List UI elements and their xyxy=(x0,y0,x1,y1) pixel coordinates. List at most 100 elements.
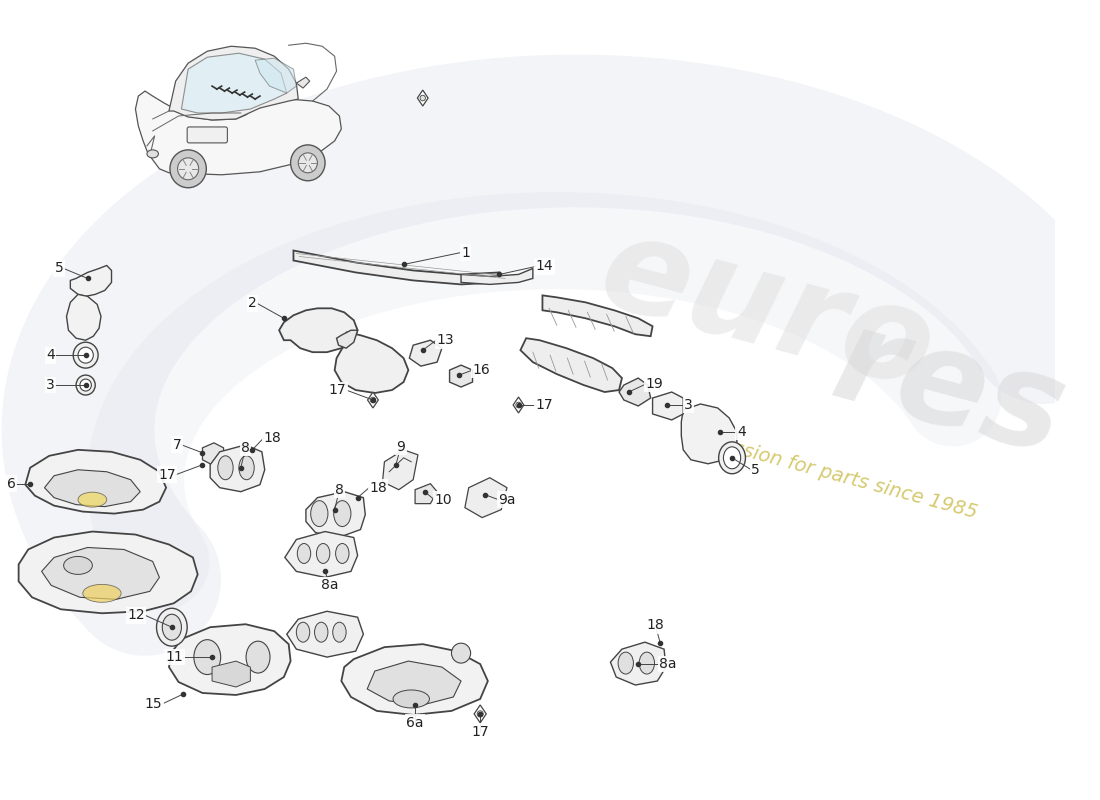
Ellipse shape xyxy=(80,379,91,391)
Text: 3: 3 xyxy=(46,378,55,392)
Polygon shape xyxy=(383,450,418,490)
Polygon shape xyxy=(285,531,358,578)
Polygon shape xyxy=(520,338,621,392)
Circle shape xyxy=(451,643,471,663)
Ellipse shape xyxy=(194,640,221,674)
Polygon shape xyxy=(182,54,287,113)
Text: 3: 3 xyxy=(684,398,693,412)
Polygon shape xyxy=(42,547,160,599)
Polygon shape xyxy=(212,661,251,687)
Ellipse shape xyxy=(246,641,270,673)
Polygon shape xyxy=(334,332,408,393)
Text: 8: 8 xyxy=(336,482,344,497)
Ellipse shape xyxy=(156,608,187,646)
Text: 17: 17 xyxy=(536,398,553,412)
Polygon shape xyxy=(409,340,442,366)
Ellipse shape xyxy=(477,710,483,717)
Text: 4: 4 xyxy=(46,348,55,362)
Ellipse shape xyxy=(239,456,254,480)
Text: 13: 13 xyxy=(437,334,454,347)
Text: 7: 7 xyxy=(173,438,182,452)
Polygon shape xyxy=(367,661,461,705)
Ellipse shape xyxy=(74,342,98,368)
Polygon shape xyxy=(417,90,428,106)
Ellipse shape xyxy=(297,543,310,563)
Text: 16: 16 xyxy=(473,363,491,377)
Text: 5: 5 xyxy=(55,262,64,275)
Text: a passion for parts since 1985: a passion for parts since 1985 xyxy=(690,427,979,522)
Polygon shape xyxy=(255,58,296,93)
Ellipse shape xyxy=(82,584,121,602)
Ellipse shape xyxy=(78,347,94,363)
Circle shape xyxy=(290,145,326,181)
Ellipse shape xyxy=(147,150,158,158)
Circle shape xyxy=(177,158,199,180)
Polygon shape xyxy=(19,531,198,614)
Ellipse shape xyxy=(718,442,746,474)
Polygon shape xyxy=(474,705,486,723)
Ellipse shape xyxy=(218,456,233,480)
Text: 8a: 8a xyxy=(659,657,676,671)
Polygon shape xyxy=(610,642,665,685)
Text: 1: 1 xyxy=(461,246,470,259)
Ellipse shape xyxy=(64,557,92,574)
Ellipse shape xyxy=(639,652,654,674)
Polygon shape xyxy=(450,365,473,387)
Text: 18: 18 xyxy=(370,481,387,494)
Ellipse shape xyxy=(317,543,330,563)
Ellipse shape xyxy=(78,492,107,507)
Ellipse shape xyxy=(371,398,375,402)
Text: 11: 11 xyxy=(166,650,184,664)
Text: 15: 15 xyxy=(144,697,163,711)
Text: 17: 17 xyxy=(329,383,346,397)
Ellipse shape xyxy=(163,614,182,640)
Text: 9: 9 xyxy=(396,440,405,454)
Text: 2: 2 xyxy=(249,296,257,310)
Text: 8: 8 xyxy=(241,441,250,455)
Circle shape xyxy=(298,153,318,173)
Text: 18: 18 xyxy=(647,618,664,632)
Polygon shape xyxy=(306,492,365,538)
Ellipse shape xyxy=(296,622,310,642)
Ellipse shape xyxy=(333,501,351,526)
Ellipse shape xyxy=(420,95,426,101)
Text: euro: euro xyxy=(587,205,948,415)
Ellipse shape xyxy=(336,543,349,563)
Text: 14: 14 xyxy=(536,259,553,274)
Text: 5: 5 xyxy=(751,462,760,477)
Polygon shape xyxy=(25,450,166,514)
Text: 18: 18 xyxy=(264,431,282,445)
Text: 9a: 9a xyxy=(498,493,516,506)
Text: res: res xyxy=(821,298,1078,482)
Polygon shape xyxy=(135,91,341,174)
Text: 19: 19 xyxy=(646,377,663,391)
Polygon shape xyxy=(294,250,499,285)
Text: 4: 4 xyxy=(737,425,746,439)
Polygon shape xyxy=(337,330,358,348)
Polygon shape xyxy=(202,443,223,465)
Ellipse shape xyxy=(332,622,346,642)
Polygon shape xyxy=(169,624,290,695)
Ellipse shape xyxy=(315,622,328,642)
Ellipse shape xyxy=(724,447,740,469)
Text: 8a: 8a xyxy=(321,578,339,592)
Text: 6a: 6a xyxy=(406,716,424,730)
Circle shape xyxy=(169,150,207,188)
Polygon shape xyxy=(296,77,310,88)
Text: 17: 17 xyxy=(472,725,490,739)
Ellipse shape xyxy=(310,501,328,526)
Text: 6: 6 xyxy=(7,477,15,490)
Polygon shape xyxy=(287,611,363,657)
FancyBboxPatch shape xyxy=(187,127,228,143)
Polygon shape xyxy=(513,397,524,413)
Polygon shape xyxy=(44,470,140,506)
Polygon shape xyxy=(652,392,683,420)
Text: 10: 10 xyxy=(434,493,452,506)
Polygon shape xyxy=(279,308,358,352)
Polygon shape xyxy=(465,478,507,518)
Text: 12: 12 xyxy=(128,608,145,622)
Polygon shape xyxy=(461,269,532,285)
Polygon shape xyxy=(66,294,101,340)
Ellipse shape xyxy=(393,690,429,708)
Polygon shape xyxy=(70,266,111,296)
